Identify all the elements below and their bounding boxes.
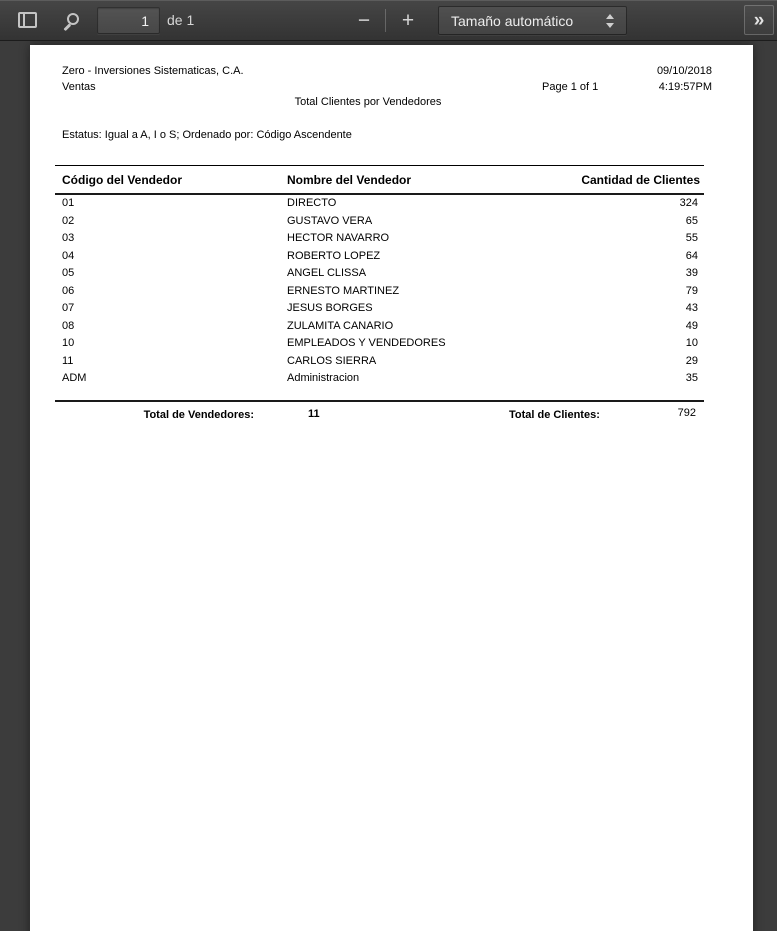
table-row: 06 ERNESTO MARTINEZ 79 (55, 283, 704, 301)
department-name: Ventas (62, 81, 96, 93)
report-header: Zero - Inversiones Sistematicas, C.A. 09… (62, 63, 712, 95)
vendor-name: Administracion (287, 372, 360, 384)
company-name: Zero - Inversiones Sistematicas, C.A. (62, 65, 244, 77)
table-row: 02 GUSTAVO VERA 65 (55, 213, 704, 231)
client-count: 10 (685, 337, 698, 349)
vendor-name: ERNESTO MARTINEZ (287, 284, 400, 297)
table-top-rule (55, 165, 704, 166)
vendor-code: ADM (62, 372, 87, 384)
vendor-code: 04 (62, 249, 75, 262)
table-row: 01 DIRECTO 324 (55, 195, 704, 213)
report-time: 4:19:57PM (658, 81, 712, 93)
vendor-code: 03 (62, 232, 75, 244)
vendor-name: EMPLEADOS Y VENDEDORES (287, 337, 446, 349)
report-title: Total Clientes por Vendedores (294, 96, 442, 108)
client-count: 43 (685, 302, 698, 314)
table-header-rule (55, 193, 704, 195)
column-header-count: Cantidad de Clientes (581, 172, 700, 187)
total-vendors-label: Total de Vendedores: (143, 408, 254, 421)
page-number-input[interactable] (97, 7, 160, 34)
report-table: Código del Vendedor Nombre del Vendedor … (55, 165, 704, 428)
zoom-out-button[interactable]: − (350, 6, 378, 34)
client-count: 39 (685, 267, 698, 279)
column-header-code: Código del Vendedor (62, 172, 183, 187)
table-row: 05 ANGEL CLISSA 39 (55, 265, 704, 283)
vendor-code: 07 (62, 302, 75, 314)
table-totals-row: Total de Vendedores: 11 Total de Cliente… (55, 402, 704, 428)
table-row: 08 ZULAMITA CANARIO 49 (55, 318, 704, 336)
vendor-name: HECTOR NAVARRO (287, 232, 390, 244)
table-row: 04 ROBERTO LOPEZ 64 (55, 248, 704, 266)
table-row: 03 HECTOR NAVARRO 55 (55, 230, 704, 248)
table-bottom-rule (55, 399, 704, 402)
vendor-code: 08 (62, 319, 75, 332)
zoom-scale-select[interactable]: Tamaño automático (438, 6, 627, 35)
table-row: ADM Administracion 35 (55, 370, 704, 388)
secondary-toolbar-toggle-button[interactable]: » (744, 5, 774, 35)
table-row: 11 CARLOS SIERRA 29 (55, 353, 704, 371)
vendor-name: GUSTAVO VERA (287, 214, 373, 227)
column-header-name: Nombre del Vendedor (287, 172, 412, 187)
client-count: 64 (685, 249, 698, 262)
vendor-name: DIRECTO (287, 197, 337, 209)
client-count: 29 (685, 354, 698, 367)
vendor-code: 11 (62, 354, 74, 367)
client-count: 324 (679, 197, 698, 209)
client-count: 55 (685, 232, 698, 244)
find-button[interactable] (56, 6, 84, 34)
zoom-in-button[interactable]: + (394, 6, 422, 34)
vendor-code: 10 (62, 337, 75, 349)
vendor-name: ROBERTO LOPEZ (287, 249, 381, 262)
vendor-code: 02 (62, 214, 75, 227)
sidebar-toggle-button[interactable] (13, 6, 41, 34)
sidebar-panel-icon (17, 12, 37, 28)
client-count: 79 (685, 284, 698, 297)
select-spinner-icon (606, 14, 614, 28)
table-row: 10 EMPLEADOS Y VENDEDORES 10 (55, 335, 704, 353)
page-indicator: Page 1 of 1 (542, 81, 599, 93)
vendor-name: ZULAMITA CANARIO (287, 319, 394, 332)
vendor-name: CARLOS SIERRA (287, 354, 377, 367)
report-filter-line: Estatus: Igual a A, I o S; Ordenado por:… (62, 129, 352, 141)
client-count: 49 (685, 319, 698, 332)
pdf-page: Zero - Inversiones Sistematicas, C.A. 09… (30, 45, 753, 931)
table-header-row: Código del Vendedor Nombre del Vendedor … (55, 166, 704, 193)
double-chevron-icon: » (753, 9, 765, 31)
total-clients-label: Total de Clientes: (509, 408, 600, 421)
vendor-code: 05 (62, 267, 75, 279)
search-icon (62, 12, 79, 29)
client-count: 65 (685, 214, 698, 227)
minus-icon: − (357, 8, 371, 32)
vendor-code: 06 (62, 284, 75, 297)
plus-icon: + (401, 8, 415, 32)
total-vendors-value: 11 (308, 407, 320, 420)
table-body: 01 DIRECTO 324 02 GUSTAVO VERA 65 03 HEC… (55, 195, 704, 388)
table-row: 07 JESUS BORGES 43 (55, 300, 704, 318)
pdf-toolbar: de 1 − + Tamaño automático » (0, 0, 777, 41)
vendor-name: ANGEL CLISSA (287, 267, 367, 279)
vendor-name: JESUS BORGES (287, 302, 373, 314)
zoom-scale-value: Tamaño automático (451, 12, 574, 29)
vendor-code: 01 (62, 197, 75, 209)
toolbar-separator (385, 9, 386, 32)
page-count-label: de 1 (167, 12, 195, 28)
total-clients-value: 792 (677, 406, 696, 419)
client-count: 35 (685, 372, 698, 384)
report-date: 09/10/2018 (656, 65, 712, 77)
